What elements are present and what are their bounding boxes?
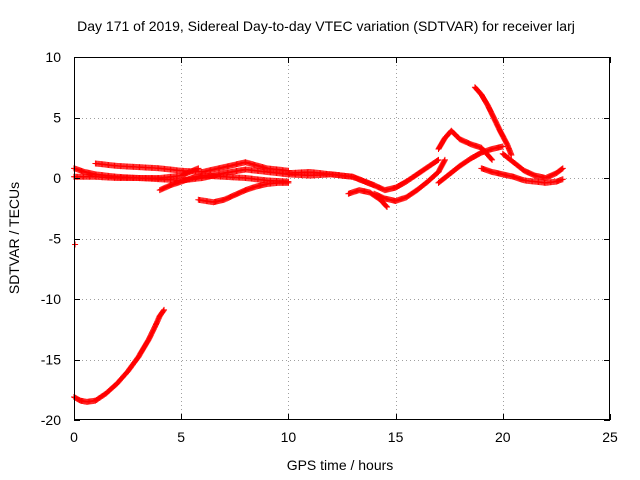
y-tick-label: -15 [41,352,61,368]
data-point [284,179,291,186]
series-arc-m [499,150,566,181]
y-tick-label: -20 [41,412,61,428]
data-point [159,308,166,315]
y-tick-label: -5 [49,231,62,247]
data-point [498,143,505,150]
plot-frame [74,57,610,420]
data-point [382,202,389,209]
data-point [558,176,565,183]
data-point [434,157,441,164]
data-point [75,396,82,403]
series-arc-k [471,84,515,159]
series-arc-l [478,165,566,186]
series-arc-f [285,156,442,194]
x-tick-label: 0 [70,429,78,445]
series-arc-j [435,143,506,186]
y-tick-label: 5 [53,110,61,126]
data-point [441,157,448,164]
data-point [487,155,494,162]
data-point [557,166,564,173]
data-points [71,84,566,405]
x-axis-label: GPS time / hours [287,457,394,473]
data-point [488,155,495,162]
series-arc-early-negative [71,306,168,405]
x-tick-label: 10 [281,429,297,445]
axis-ticks [74,57,611,421]
y-tick-label: 0 [53,170,61,186]
series-arc-d [156,172,292,194]
chart-title: Day 171 of 2019, Sidereal Day-to-day VTE… [77,18,575,34]
x-tick-label: 20 [495,429,511,445]
data-point [483,100,490,107]
x-tick-label: 15 [388,429,404,445]
y-tick-label: -10 [41,291,61,307]
x-tick-labels: 0 5 10 15 20 25 [70,429,618,445]
data-point [72,241,79,248]
data-point [440,158,447,165]
series-isolated-point [72,241,79,248]
y-tick-labels: -20 -15 -10 -5 0 5 10 [41,49,61,428]
data-point [503,139,510,146]
data-point [433,158,440,165]
data-point [144,337,151,344]
x-tick-label: 5 [177,429,185,445]
series-arc-e [195,179,292,206]
data-point [476,150,483,157]
data-point [558,166,565,173]
series-arc-h [371,156,448,204]
data-point [507,150,514,157]
series-arc-c [92,159,292,175]
y-tick-label: 10 [45,49,61,65]
x-tick-label: 25 [602,429,618,445]
data-point [383,203,390,210]
y-axis-label: SDTVAR / TECUs [6,182,22,294]
data-point [160,307,167,314]
